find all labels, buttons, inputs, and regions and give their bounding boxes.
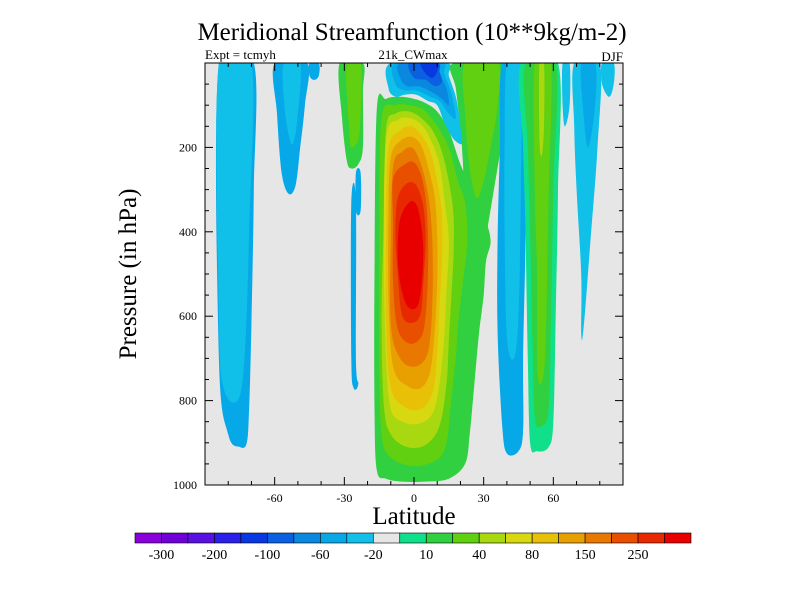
colorbar-label: 80 xyxy=(525,548,539,563)
contour-band xyxy=(346,63,362,148)
contour-band xyxy=(462,63,501,199)
colorbar-swatch xyxy=(584,532,612,544)
contour-band xyxy=(572,63,602,341)
x-tick-label: -30 xyxy=(336,491,352,505)
colorbar-swatch xyxy=(399,532,427,544)
colorbar-swatch xyxy=(425,532,454,544)
x-tick-label: 30 xyxy=(478,491,490,505)
colorbar-label: -60 xyxy=(311,548,330,563)
contour-band xyxy=(355,167,362,216)
chart-title: Meridional Streamfunction (10**9kg/m-2) xyxy=(197,19,626,46)
contour-band xyxy=(562,63,571,127)
colorbar-swatch xyxy=(452,532,480,544)
run-label: 21k_CWmax xyxy=(378,47,448,62)
colorbar-label: 250 xyxy=(628,548,649,563)
x-tick-label: -60 xyxy=(267,491,283,505)
colorbar-swatch xyxy=(187,532,215,544)
colorbar-swatch xyxy=(558,532,586,544)
colorbar-label: -300 xyxy=(149,548,175,563)
y-tick-label: 200 xyxy=(179,140,197,154)
x-axis-label: Latitude xyxy=(372,503,455,530)
colorbar: -300 -200 -100 -60 -20 10 40 80 150 250 xyxy=(134,532,692,563)
colorbar-label: 40 xyxy=(472,548,486,563)
contour-band xyxy=(504,63,522,360)
y-axis-label: Pressure (in hPa) xyxy=(115,189,142,360)
y-axis: 200 400 600 800 1000 xyxy=(173,83,623,492)
colorbar-swatch xyxy=(637,532,665,544)
colorbar-swatch xyxy=(214,532,242,544)
contour-band xyxy=(216,63,254,403)
experiment-label: Expt = tcmyh xyxy=(205,47,276,62)
colorbar-swatch xyxy=(664,532,692,544)
contour-field xyxy=(215,63,615,482)
colorbar-swatch xyxy=(320,532,348,544)
contour-band xyxy=(538,63,545,157)
x-tick-label: 60 xyxy=(547,491,559,505)
colorbar-swatch xyxy=(161,532,189,544)
colorbar-swatch xyxy=(611,532,639,544)
season-label: DJF xyxy=(601,49,623,64)
contour-band xyxy=(600,63,615,97)
colorbar-label: 10 xyxy=(419,548,433,563)
y-tick-label: 1000 xyxy=(173,478,197,492)
colorbar-swatch xyxy=(505,532,533,544)
colorbar-swatch xyxy=(293,532,321,544)
colorbar-swatch xyxy=(531,532,559,544)
colorbar-label: -100 xyxy=(255,548,281,563)
y-tick-label: 800 xyxy=(179,394,197,408)
colorbar-swatch xyxy=(346,532,374,544)
colorbar-swatch xyxy=(372,532,401,544)
contour-band xyxy=(282,63,301,145)
y-tick-label: 600 xyxy=(179,309,197,323)
x-tick-label: 0 xyxy=(411,491,417,505)
colorbar-label: 150 xyxy=(575,548,596,563)
colorbar-swatch xyxy=(240,532,268,544)
x-axis: -60 -30 0 30 60 xyxy=(227,63,601,505)
colorbar-label: -200 xyxy=(202,548,228,563)
contour-band xyxy=(533,63,552,385)
contour-band xyxy=(350,182,359,390)
colorbar-swatch xyxy=(478,532,506,544)
y-tick-label: 400 xyxy=(179,225,197,239)
colorbar-label: -20 xyxy=(364,548,383,563)
contour-band xyxy=(308,63,320,80)
contour-band xyxy=(397,200,424,310)
contour-band xyxy=(420,63,439,78)
colorbar-swatch xyxy=(267,532,295,544)
contour-band xyxy=(580,63,597,148)
colorbar-swatch xyxy=(134,532,162,544)
